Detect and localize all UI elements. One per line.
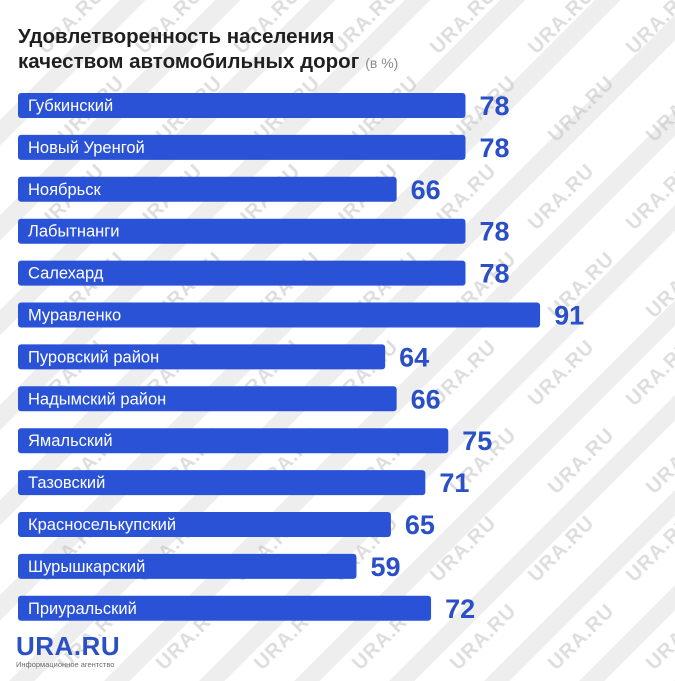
bar-category-label: Муравленко <box>28 307 121 325</box>
bar-category-label: Красноселькупский <box>28 516 176 534</box>
logo-subtitle: Информационное агентство <box>16 660 115 669</box>
bar-value-label: 75 <box>462 426 492 456</box>
bar <box>18 386 397 412</box>
bar-category-label: Приуральский <box>28 600 137 618</box>
bar-category-label: Надымский район <box>28 390 166 408</box>
bar-value-label: 91 <box>554 301 584 331</box>
bar <box>18 553 357 579</box>
bar-category-label: Губкинский <box>28 97 113 115</box>
bar <box>18 428 449 454</box>
bar <box>18 302 541 328</box>
chart-title: Удовлетворенность населения качеством ав… <box>18 24 398 76</box>
bar-value-label: 78 <box>479 217 509 247</box>
bar-category-label: Новый Уренгой <box>28 139 145 157</box>
bar <box>18 93 466 118</box>
bar-category-label: Лабытнанги <box>28 223 120 241</box>
bar-value-label: 78 <box>479 133 509 163</box>
bar-category-label: Ноябрьск <box>28 181 102 199</box>
logo: URA.RU Информационное агентство <box>16 632 120 669</box>
bar-category-label: Шурышкарский <box>28 558 145 576</box>
bar <box>18 470 426 496</box>
bar <box>18 218 466 244</box>
bar-category-label: Тазовский <box>28 474 105 492</box>
bar-value-label: 78 <box>479 91 509 121</box>
bar <box>18 512 391 537</box>
bar <box>18 134 466 160</box>
bar-category-label: Ямальский <box>28 432 113 450</box>
logo-name: URA.RU <box>16 631 121 661</box>
bar-value-label: 72 <box>445 594 475 624</box>
chart-unit: (в %) <box>365 55 399 71</box>
bar-category-label: Салехард <box>28 265 104 283</box>
bar-value-label: 59 <box>370 552 400 582</box>
bar <box>18 595 432 621</box>
chart-title-line2: качеством автомобильных дорог (в %) <box>18 50 399 73</box>
bar-value-label: 66 <box>411 175 441 205</box>
bar-value-label: 65 <box>405 510 435 540</box>
bar <box>18 176 397 202</box>
bar-value-label: 66 <box>411 384 441 414</box>
bar-value-label: 78 <box>479 259 509 289</box>
bar-value-label: 71 <box>439 468 469 498</box>
bar <box>18 344 386 370</box>
bar-value-label: 64 <box>399 342 429 372</box>
bar-category-label: Пуровский район <box>28 348 159 366</box>
chart-title-line1: Удовлетворенность населения <box>18 25 335 48</box>
bar <box>18 260 466 286</box>
